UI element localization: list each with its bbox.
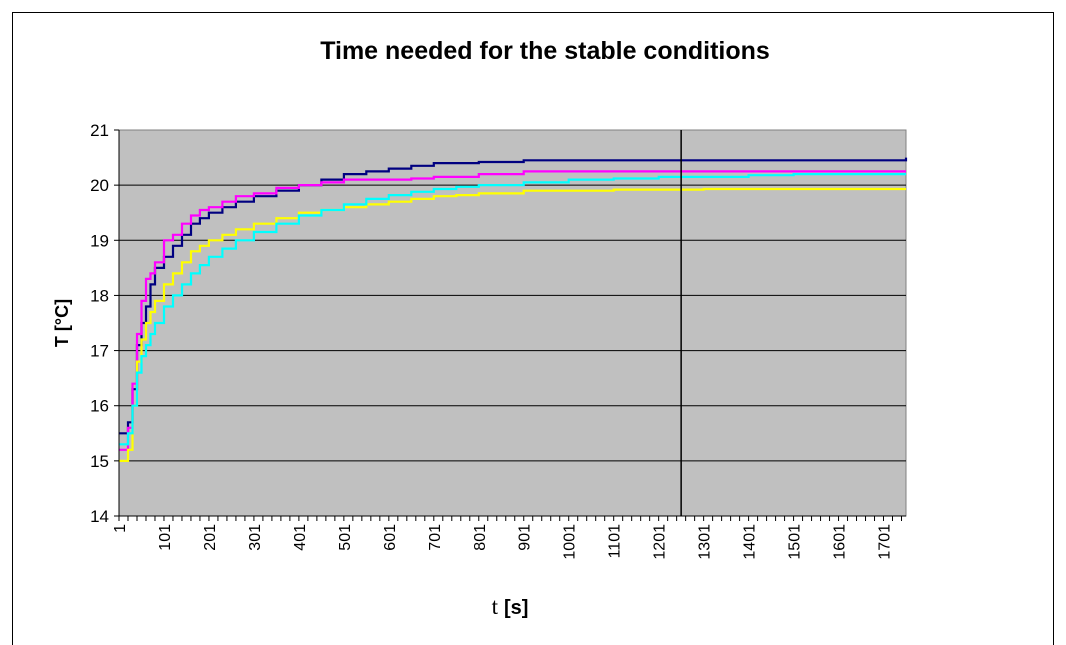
y-tick-label-15: 15	[90, 452, 109, 471]
series-lines	[119, 157, 908, 462]
y-tick-label-19: 19	[90, 231, 109, 250]
x-tick-label-701: 701	[427, 524, 444, 551]
series-line-3	[119, 187, 906, 462]
x-axis-label-unit: [s]	[504, 597, 528, 619]
series-line-4	[119, 173, 906, 446]
chart-title: Time needed for the stable conditions	[320, 37, 770, 65]
x-tick-label-201: 201	[202, 524, 219, 551]
y-tick-label-17: 17	[90, 342, 109, 361]
y-tick-label-16: 16	[90, 397, 109, 416]
x-tick-label-1001: 1001	[562, 524, 579, 560]
x-tick-label-801: 801	[472, 524, 489, 551]
x-tick-label-901: 901	[517, 524, 534, 551]
x-tick-label-501: 501	[337, 524, 354, 551]
x-tick-label-1301: 1301	[697, 524, 714, 560]
x-axis-label: t [s]	[492, 594, 529, 619]
y-tick-label-18: 18	[90, 286, 109, 305]
x-tick-label-101: 101	[157, 524, 174, 551]
x-tick-label-401: 401	[292, 524, 309, 551]
x-tick-label-1101: 1101	[607, 524, 624, 559]
y-tick-label-21: 21	[90, 121, 109, 140]
x-tick-label-1: 1	[112, 524, 129, 533]
y-ticks: 14 15 16 17 18 19 20 21	[90, 121, 119, 526]
series-line-2	[119, 170, 906, 451]
x-tick-label-301: 301	[247, 524, 264, 551]
x-tick-label-1201: 1201	[652, 524, 669, 560]
x-tick-label-601: 601	[382, 524, 399, 551]
series-line-1	[119, 157, 908, 435]
x-tick-label-1701: 1701	[877, 524, 894, 560]
y-axis-label: T [°C]	[52, 299, 72, 347]
x-tick-label-1601: 1601	[832, 524, 849, 560]
x-tick-label-1501: 1501	[787, 524, 804, 560]
x-axis-label-symbol: t	[492, 594, 499, 619]
x-ticks: 1 101 201 301 401 501 601 701 801 901 1001 1101 1201…	[112, 516, 903, 560]
x-tick-label-1401: 1401	[742, 524, 759, 560]
y-tick-label-14: 14	[90, 507, 109, 526]
y-tick-label-20: 20	[90, 176, 109, 195]
